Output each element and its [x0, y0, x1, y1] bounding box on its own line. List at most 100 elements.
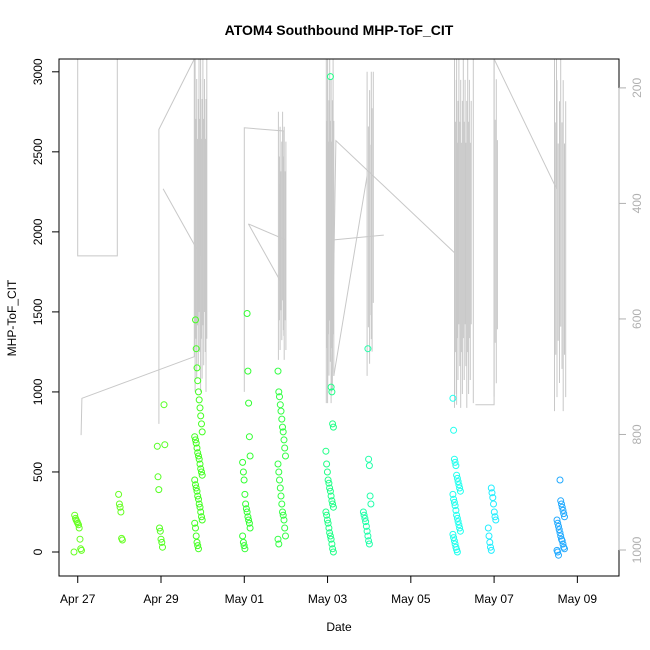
data-point [195, 495, 202, 503]
data-point [329, 548, 337, 556]
data-point [329, 503, 337, 511]
data-point [484, 524, 492, 532]
data-point [485, 532, 493, 540]
data-point [329, 420, 337, 428]
data-point [280, 436, 288, 444]
line-series-layer [77, 58, 567, 436]
data-point [326, 532, 334, 540]
data-point [71, 511, 79, 519]
series-line-2 [158, 58, 195, 424]
data-point [365, 537, 373, 545]
data-point [195, 388, 202, 396]
data-point [194, 449, 202, 457]
data-point [325, 479, 333, 487]
data-point [274, 460, 282, 468]
series-line-9 [333, 234, 384, 241]
data-point [491, 513, 499, 521]
data-point [240, 542, 248, 550]
data-point [245, 519, 253, 527]
data-point [323, 516, 331, 524]
data-point [195, 452, 202, 460]
data-point [282, 452, 289, 460]
data-point [192, 436, 199, 444]
data-point [197, 465, 205, 473]
data-point [453, 474, 461, 482]
data-point [453, 514, 461, 522]
y-tick-label: 2500 [31, 138, 45, 165]
data-point [362, 522, 370, 530]
data-point [328, 388, 336, 396]
data-point [456, 524, 464, 532]
data-point [274, 367, 282, 375]
data-point [243, 508, 251, 516]
data-point [276, 476, 283, 484]
data-point [245, 399, 253, 407]
data-point [451, 502, 459, 510]
secondary-y-tick-label: 400 [630, 193, 644, 213]
secondary-y-tick-label: 600 [630, 309, 644, 329]
data-point [558, 500, 565, 508]
data-point [326, 73, 334, 81]
data-point [192, 532, 200, 540]
data-point [240, 476, 248, 484]
data-point [72, 514, 79, 522]
data-point [361, 514, 369, 522]
data-point [154, 473, 162, 481]
data-point [487, 543, 494, 551]
data-point [279, 423, 286, 431]
data-point [159, 543, 166, 551]
data-point [452, 462, 460, 470]
data-point [191, 476, 199, 484]
data-point [195, 545, 202, 553]
data-point [455, 521, 463, 529]
data-point [193, 487, 201, 495]
data-point [197, 412, 205, 420]
data-point [192, 439, 200, 447]
data-point [327, 535, 335, 543]
data-point [278, 500, 286, 508]
data-point [329, 545, 337, 553]
data-point [277, 492, 285, 500]
data-point [561, 513, 568, 521]
data-point [490, 508, 498, 516]
data-point [194, 492, 202, 500]
data-point [365, 455, 373, 463]
data-point [558, 503, 566, 511]
series-line-15 [493, 58, 557, 189]
data-point [329, 423, 337, 431]
data-point [243, 310, 251, 317]
data-point [556, 476, 564, 484]
data-point [198, 471, 206, 479]
data-point [487, 484, 495, 492]
data-point [117, 508, 125, 516]
data-point [75, 524, 83, 532]
data-point [450, 455, 458, 463]
data-point [450, 534, 458, 542]
data-point [456, 487, 464, 495]
data-point [451, 458, 459, 466]
y-tick-label: 0 [31, 548, 45, 555]
data-point [450, 537, 458, 545]
data-point [276, 393, 283, 401]
data-point [115, 490, 123, 498]
data-point [323, 511, 331, 519]
data-point [191, 433, 199, 441]
x-axis: Apr 27 Apr 29 May 01 May 03 May 05 May 07 May … [60, 575, 597, 606]
series-line-10 [333, 175, 368, 376]
scatter-points-layer [70, 73, 568, 559]
data-point [196, 404, 204, 412]
data-point [155, 486, 163, 494]
data-point [455, 481, 463, 489]
data-point [449, 530, 457, 538]
data-point [281, 524, 289, 532]
data-point [239, 458, 247, 466]
data-point [451, 540, 459, 548]
data-point [157, 535, 165, 543]
data-point [156, 524, 163, 532]
data-point [555, 526, 563, 534]
series-line-8 [331, 139, 455, 392]
data-point [560, 543, 568, 551]
data-point [239, 532, 247, 540]
x-tick-label: May 07 [474, 592, 514, 606]
data-point [364, 532, 372, 540]
